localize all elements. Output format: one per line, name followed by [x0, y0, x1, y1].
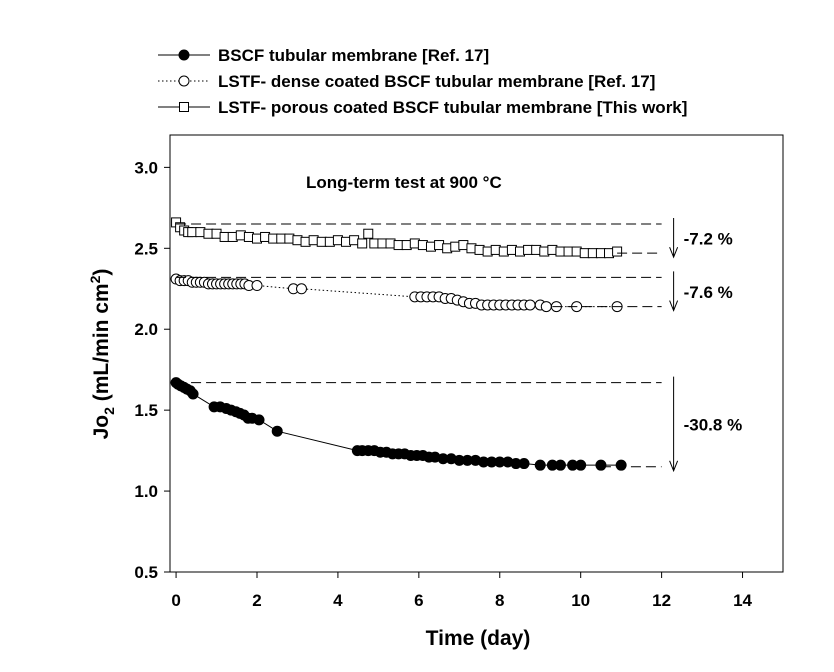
legend-marker	[179, 102, 189, 112]
x-tick-label: 10	[571, 591, 590, 610]
y-label-sup: 2	[87, 275, 103, 283]
x-tick-label: 8	[495, 591, 504, 610]
x-tick-label: 14	[733, 591, 752, 610]
data-point	[540, 301, 552, 313]
y-tick-label: 1.0	[134, 482, 158, 501]
annotation-text: Long-term test at 900 °C	[306, 173, 502, 192]
legend-label: BSCF tubular membrane [Ref. 17]	[218, 46, 489, 65]
change-label: -7.2 %	[684, 230, 733, 249]
y-tick-label: 1.5	[134, 401, 158, 420]
data-point	[612, 246, 623, 257]
data-point	[271, 425, 283, 437]
plot-frame	[169, 134, 784, 573]
change-label: -7.6 %	[684, 283, 733, 302]
data-point	[187, 388, 199, 400]
legend-label: LSTF- dense coated BSCF tubular membrane…	[218, 72, 655, 91]
change-arrow	[669, 218, 679, 259]
data-point	[253, 414, 265, 426]
x-tick-label: 4	[333, 591, 343, 610]
y-tick-label: 2.0	[134, 320, 158, 339]
x-tick-label: 12	[652, 591, 671, 610]
data-point	[615, 459, 627, 471]
change-arrow	[669, 376, 679, 473]
change-label: -30.8 %	[684, 416, 743, 435]
y-label-part: Jo	[90, 415, 113, 440]
data-point	[363, 228, 374, 239]
y-axis-label: Jo2 (mL/min cm2)	[87, 269, 117, 440]
data-point	[554, 459, 566, 471]
data-point	[296, 283, 308, 295]
data-point	[534, 459, 546, 471]
data-point	[518, 458, 530, 470]
y-label-part: )	[90, 269, 113, 276]
x-tick-label: 2	[252, 591, 261, 610]
y-label-part: (mL/min cm	[90, 283, 113, 407]
legend-marker	[178, 49, 190, 61]
y-tick-label: 2.5	[134, 239, 158, 258]
change-arrow	[669, 271, 679, 312]
x-tick-label: 6	[414, 591, 423, 610]
data-point	[251, 280, 263, 292]
legend-label: LSTF- porous coated BSCF tubular membran…	[218, 98, 687, 117]
data-point	[357, 238, 368, 249]
y-tick-label: 0.5	[134, 563, 158, 582]
y-label-sub: 2	[101, 407, 117, 415]
x-axis-label: Time (day)	[426, 627, 531, 650]
data-point	[524, 299, 536, 311]
x-tick-label: 0	[171, 591, 180, 610]
legend-marker	[178, 75, 190, 87]
y-tick-label: 3.0	[134, 158, 158, 177]
data-point	[575, 459, 587, 471]
data-point	[595, 459, 607, 471]
